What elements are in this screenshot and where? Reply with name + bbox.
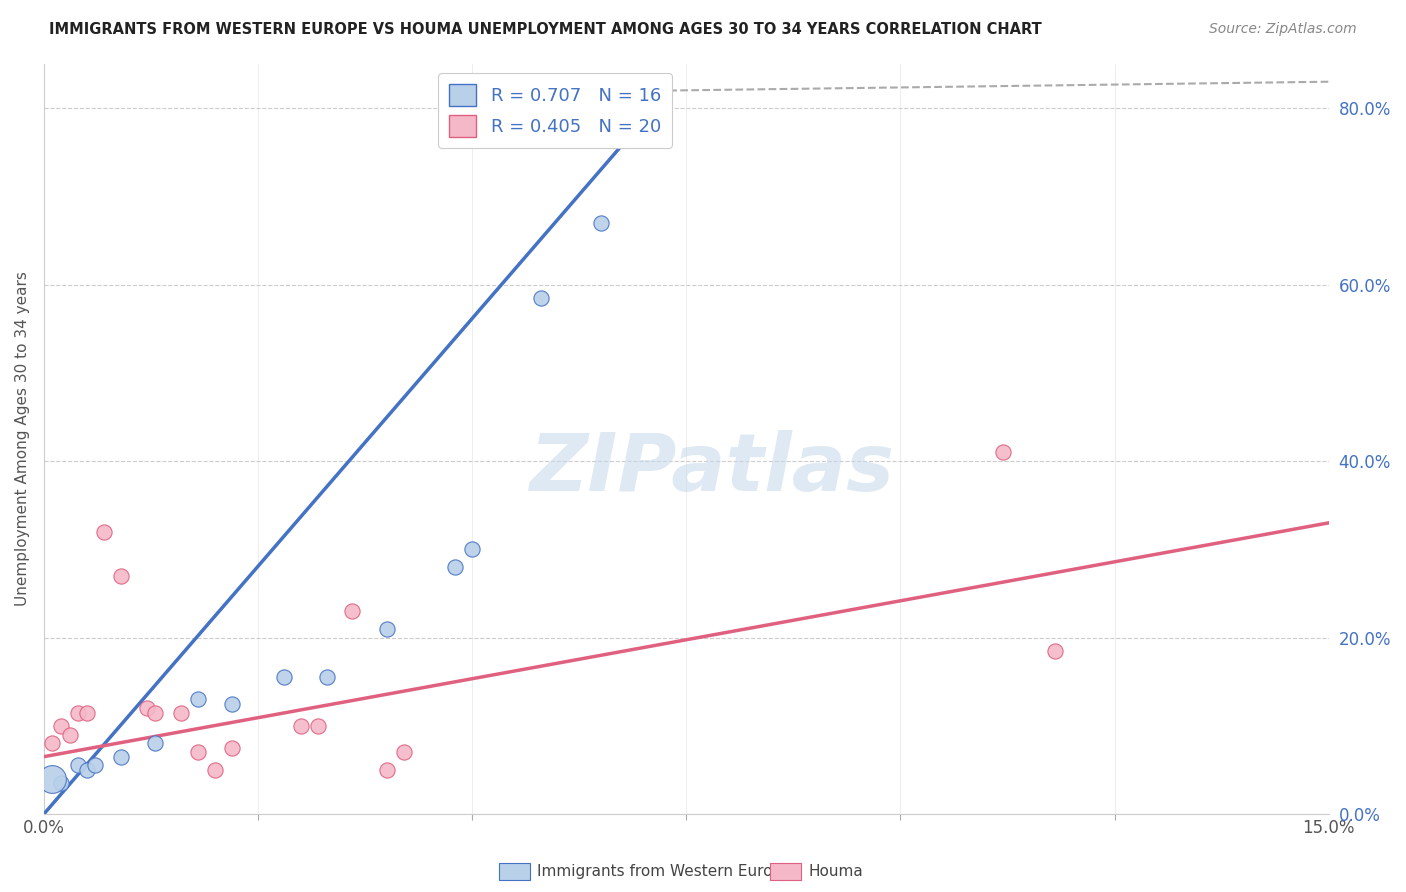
Point bbox=[342, 604, 364, 618]
Point bbox=[187, 692, 209, 706]
Text: IMMIGRANTS FROM WESTERN EUROPE VS HOUMA UNEMPLOYMENT AMONG AGES 30 TO 34 YEARS C: IMMIGRANTS FROM WESTERN EUROPE VS HOUMA … bbox=[49, 22, 1042, 37]
Point bbox=[530, 291, 553, 305]
Point bbox=[143, 706, 166, 720]
Point bbox=[187, 745, 209, 759]
Point bbox=[221, 740, 243, 755]
Point bbox=[41, 772, 63, 786]
Point bbox=[392, 745, 415, 759]
Legend: R = 0.707   N = 16, R = 0.405   N = 20: R = 0.707 N = 16, R = 0.405 N = 20 bbox=[439, 73, 672, 148]
Y-axis label: Unemployment Among Ages 30 to 34 years: Unemployment Among Ages 30 to 34 years bbox=[15, 271, 30, 607]
Point bbox=[170, 706, 193, 720]
Text: Immigrants from Western Europe: Immigrants from Western Europe bbox=[537, 864, 792, 879]
Point bbox=[315, 670, 337, 684]
Point bbox=[67, 706, 90, 720]
Point bbox=[49, 776, 72, 790]
Point bbox=[76, 706, 98, 720]
Point bbox=[375, 622, 398, 636]
Point bbox=[49, 719, 72, 733]
Point bbox=[76, 763, 98, 777]
Point bbox=[461, 542, 484, 557]
Point bbox=[273, 670, 295, 684]
Text: ZIPatlas: ZIPatlas bbox=[530, 430, 894, 508]
Point bbox=[204, 763, 226, 777]
Point bbox=[67, 758, 90, 772]
Point bbox=[41, 736, 63, 750]
Point bbox=[110, 568, 132, 582]
Point bbox=[84, 758, 107, 772]
Point bbox=[589, 216, 612, 230]
Point bbox=[375, 763, 398, 777]
Point bbox=[1043, 644, 1066, 658]
Point bbox=[221, 697, 243, 711]
Point bbox=[444, 560, 467, 574]
Point bbox=[93, 524, 115, 539]
Point bbox=[290, 719, 312, 733]
Text: Source: ZipAtlas.com: Source: ZipAtlas.com bbox=[1209, 22, 1357, 37]
Point bbox=[307, 719, 329, 733]
Point bbox=[143, 736, 166, 750]
Point bbox=[135, 701, 157, 715]
Point bbox=[110, 749, 132, 764]
Point bbox=[58, 728, 80, 742]
Point bbox=[993, 445, 1015, 459]
Text: Houma: Houma bbox=[808, 864, 863, 879]
